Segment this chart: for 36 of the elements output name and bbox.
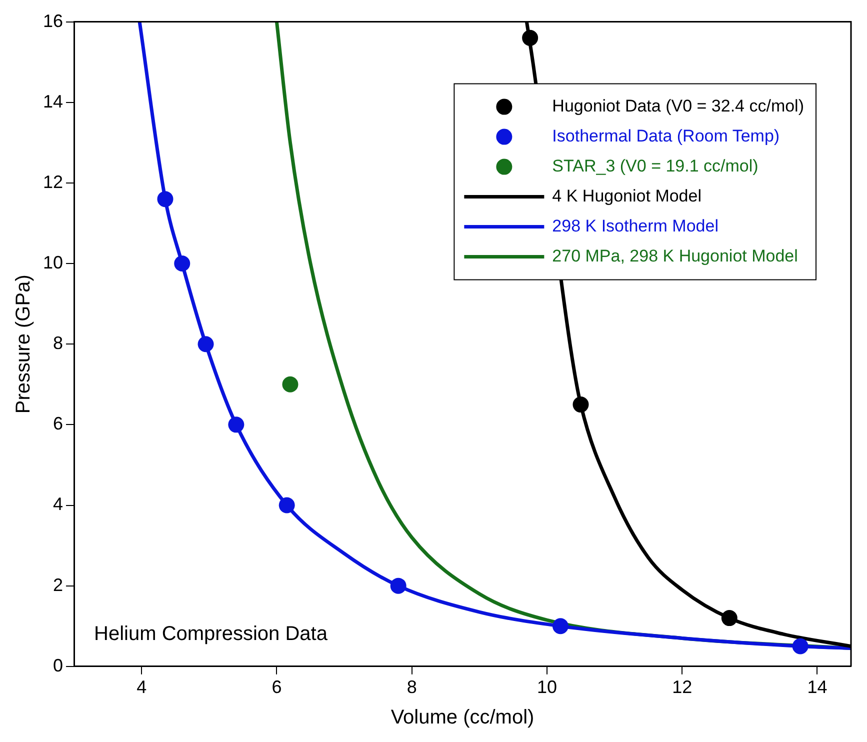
y-tick-label: 2 (53, 574, 64, 595)
legend-label: Hugoniot Data (V0 = 32.4 cc/mol) (552, 96, 804, 116)
y-tick-label: 12 (42, 172, 64, 192)
y-axis-title: Pressure (GPa) (12, 274, 35, 414)
y-tick-label: 14 (42, 91, 64, 112)
y-tick-label: 8 (53, 333, 64, 354)
x-tick-label: 10 (536, 677, 557, 698)
x-tick-label: 8 (406, 677, 417, 698)
point (572, 396, 589, 413)
legend-label: Isothermal Data (Room Temp) (552, 126, 780, 146)
x-axis-title: Volume (cc/mol) (390, 706, 534, 729)
legend-label: 270 MPa, 298 K Hugoniot Model (552, 246, 798, 266)
point (552, 618, 568, 634)
legend-label: STAR_3 (V0 = 19.1 cc/mol) (552, 156, 758, 176)
point (198, 336, 214, 352)
legend-label: 4 K Hugoniot Model (552, 186, 702, 206)
x-tick-label: 14 (807, 677, 828, 698)
y-tick-label: 6 (53, 414, 64, 434)
y-tick-label: 10 (42, 252, 64, 272)
y-tick-label: 4 (53, 494, 64, 514)
legend-label: 298 K Isotherm Model (552, 216, 718, 236)
point (390, 578, 406, 594)
y-tick-label: 0 (53, 655, 64, 676)
x-tick-label: 4 (136, 677, 147, 698)
point (792, 638, 808, 654)
x-tick-label: 12 (672, 677, 692, 698)
point (174, 256, 190, 272)
point (282, 376, 298, 392)
x-tick-label: 6 (272, 677, 282, 698)
point (228, 416, 244, 433)
point (522, 30, 538, 46)
annotation: Helium Compression Data (94, 622, 328, 645)
point (278, 497, 295, 514)
point (157, 191, 174, 208)
point (721, 610, 738, 626)
y-tick-label: 16 (42, 10, 64, 31)
